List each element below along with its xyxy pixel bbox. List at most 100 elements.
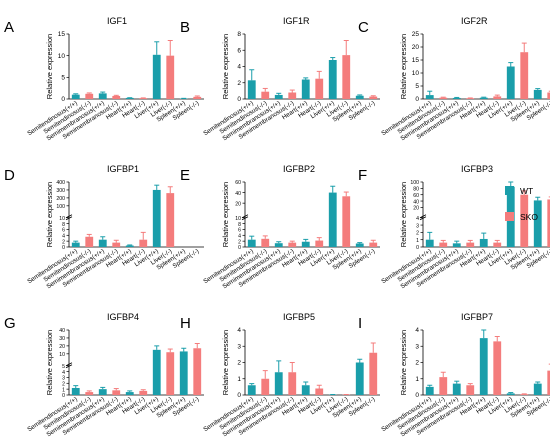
y-tick-label: 3 bbox=[415, 343, 419, 350]
y-tick-label: 10 bbox=[412, 70, 420, 77]
bar bbox=[466, 242, 475, 247]
bar bbox=[547, 92, 550, 99]
bar bbox=[274, 372, 283, 395]
bar bbox=[139, 390, 148, 395]
y-axis-label: Relative expression bbox=[399, 182, 408, 247]
bar bbox=[520, 52, 529, 99]
bar bbox=[288, 372, 297, 395]
y-tick-label: 4 bbox=[415, 327, 419, 334]
y-tick-label: 0 bbox=[415, 96, 419, 103]
bar bbox=[533, 89, 542, 99]
y-axis-label: Relative expression bbox=[45, 330, 54, 395]
y-tick-label: 100 bbox=[410, 180, 419, 186]
panel-letter: F bbox=[358, 167, 367, 184]
y-tick-label: 40 bbox=[413, 199, 419, 205]
bar bbox=[112, 95, 121, 99]
bar bbox=[425, 239, 434, 247]
y-tick-label: 0 bbox=[237, 96, 241, 103]
y-tick-label: 10 bbox=[59, 216, 65, 222]
bar bbox=[125, 97, 134, 99]
y-tick-label: 4 bbox=[62, 370, 65, 376]
bar bbox=[247, 385, 256, 395]
chart-title: IGF1R bbox=[283, 16, 310, 26]
bar bbox=[139, 98, 148, 99]
bar bbox=[342, 55, 351, 99]
y-tick-label: 2 bbox=[237, 360, 241, 367]
bar bbox=[166, 352, 175, 395]
y-tick-label: 1 bbox=[416, 238, 419, 244]
bar bbox=[85, 236, 94, 247]
y-tick-label: 6 bbox=[62, 228, 65, 234]
bar bbox=[112, 390, 121, 395]
bar bbox=[261, 378, 270, 395]
chart-title: IGFBP5 bbox=[283, 312, 315, 322]
y-axis-label: Relative expression bbox=[221, 34, 230, 99]
y-tick-label: 10 bbox=[235, 216, 241, 222]
bar bbox=[166, 55, 175, 99]
y-tick-label: 2 bbox=[62, 382, 65, 388]
bar bbox=[247, 80, 256, 99]
bar bbox=[247, 239, 256, 247]
y-tick-label: 0 bbox=[237, 392, 241, 399]
y-tick-label: 2 bbox=[415, 360, 419, 367]
panel-letter: A bbox=[4, 19, 14, 36]
y-tick-label: 4 bbox=[237, 64, 241, 71]
bar bbox=[520, 394, 529, 395]
bar bbox=[85, 392, 94, 395]
bar bbox=[547, 199, 550, 247]
panel-letter: H bbox=[180, 315, 191, 332]
bar bbox=[193, 348, 202, 395]
y-axis-label: Relative expression bbox=[399, 330, 408, 395]
bar bbox=[301, 385, 310, 395]
panel-letter: I bbox=[358, 315, 362, 332]
bar bbox=[506, 66, 515, 99]
y-tick-label: 25 bbox=[412, 31, 420, 38]
legend-label-wt: WT bbox=[520, 186, 533, 196]
y-tick-label: 1 bbox=[415, 376, 419, 383]
chart-title: IGFBP4 bbox=[107, 312, 139, 322]
bar bbox=[342, 196, 351, 247]
bar bbox=[152, 54, 161, 99]
bar bbox=[112, 242, 121, 247]
y-tick-label: 5 bbox=[415, 83, 419, 90]
y-tick-label: 4 bbox=[62, 234, 65, 240]
y-axis-label: Relative expression bbox=[45, 182, 54, 247]
legend: WT SKO bbox=[505, 186, 538, 222]
bar bbox=[506, 393, 515, 395]
y-tick-label: 10 bbox=[58, 53, 66, 60]
y-tick-label: 40 bbox=[59, 328, 65, 334]
y-tick-label: 20 bbox=[235, 201, 241, 207]
bar bbox=[425, 95, 434, 99]
bar bbox=[369, 96, 378, 99]
y-tick-label: 100 bbox=[56, 204, 65, 210]
bar bbox=[71, 387, 80, 395]
chart-title: IGF2R bbox=[461, 16, 488, 26]
y-tick-label: 20 bbox=[412, 44, 420, 51]
bar bbox=[152, 189, 161, 247]
bar bbox=[466, 98, 475, 99]
y-tick-label: 60 bbox=[413, 193, 419, 199]
bar bbox=[493, 242, 502, 247]
bar bbox=[493, 341, 502, 395]
y-tick-label: 3 bbox=[237, 343, 241, 350]
chart-title: IGFBP7 bbox=[461, 312, 493, 322]
bar bbox=[439, 377, 448, 395]
bar bbox=[425, 386, 434, 395]
bar bbox=[152, 349, 161, 395]
chart-title: IGF1 bbox=[107, 16, 127, 26]
y-tick-label: 1 bbox=[62, 387, 65, 393]
y-tick-label: 2 bbox=[416, 231, 419, 237]
bar bbox=[355, 243, 364, 247]
y-tick-label: 200 bbox=[56, 196, 65, 202]
y-tick-label: 0 bbox=[416, 245, 419, 251]
bar bbox=[452, 97, 461, 99]
bar bbox=[493, 96, 502, 99]
bar bbox=[533, 200, 542, 247]
